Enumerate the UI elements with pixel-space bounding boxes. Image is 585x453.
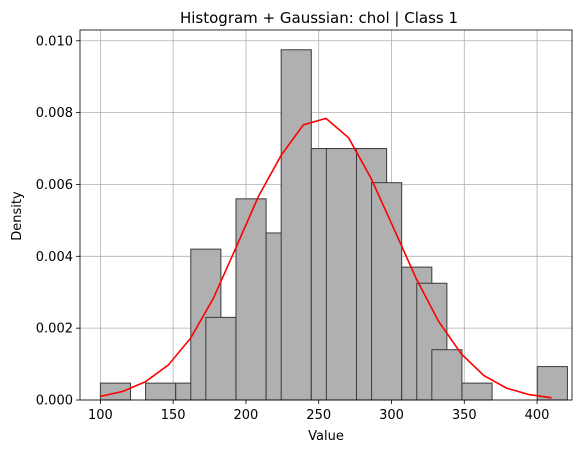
y-tick-label: 0.006 (36, 178, 73, 193)
histogram-bar (99, 382, 132, 401)
histogram-bar (145, 382, 177, 401)
y-tick-label: 0.004 (36, 250, 73, 265)
histogram-bar (325, 148, 357, 401)
y-tick-label: 0.002 (36, 322, 73, 337)
x-tick-label: 100 (88, 408, 113, 423)
y-tick-label: 0.008 (36, 106, 73, 121)
histogram-bar (280, 49, 312, 401)
gaussian-curve-line (100, 117, 552, 399)
histogram-bar (205, 316, 237, 401)
plot-area: 100 150 200 250 300 350 400 0.000 0.002 0.004 0.00… (36, 29, 573, 423)
histogram-bar (371, 182, 403, 401)
x-tick-label: 300 (379, 408, 404, 423)
chart-title: Histogram + Gaussian: chol | Class 1 (180, 9, 458, 27)
axes-frame (79, 29, 573, 401)
x-tick-label: 150 (161, 408, 186, 423)
x-tick-label: 350 (452, 408, 477, 423)
y-tick-label: 0.010 (36, 34, 73, 49)
x-axis-title: Value (308, 429, 344, 444)
x-tick-label: 400 (525, 408, 550, 423)
x-tick-label: 200 (234, 408, 259, 423)
y-axis-title: Density (10, 191, 25, 241)
x-tick-label: 250 (306, 408, 331, 423)
histogram-bar (536, 366, 568, 401)
y-tick-label: 0.000 (36, 394, 73, 409)
histogram-bar (431, 349, 463, 401)
histogram-bar (461, 382, 493, 401)
histogram-bar (235, 198, 267, 401)
